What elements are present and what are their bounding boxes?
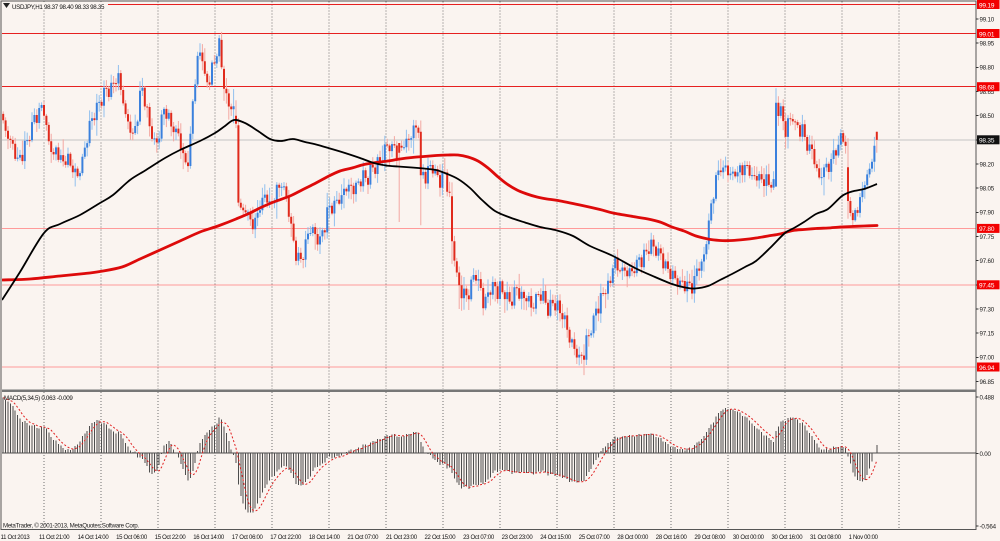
svg-text:97.75: 97.75 [980,234,995,241]
svg-text:97.00: 97.00 [980,355,995,362]
svg-text:28 Oct 16:00: 28 Oct 16:00 [656,535,688,541]
svg-text:-0.564: -0.564 [980,523,997,530]
svg-text:0.488: 0.488 [980,394,995,401]
svg-text:30 Oct 16:00: 30 Oct 16:00 [772,535,804,541]
svg-text:98.50: 98.50 [980,113,995,120]
svg-text:97.80: 97.80 [979,226,995,233]
svg-text:99.10: 99.10 [980,16,995,23]
svg-text:30 Oct 00:00: 30 Oct 00:00 [733,535,765,541]
svg-text:31 Oct 08:00: 31 Oct 08:00 [810,535,842,541]
svg-text:21 Oct 23:00: 21 Oct 23:00 [386,535,418,541]
svg-text:22 Oct 15:00: 22 Oct 15:00 [425,535,457,541]
svg-text:99.19: 99.19 [979,2,995,9]
svg-text:96.94: 96.94 [979,365,995,372]
svg-text:98.80: 98.80 [980,65,995,72]
svg-text:97.90: 97.90 [980,210,995,217]
svg-text:98.35: 98.35 [979,138,995,145]
svg-text:15 Oct 22:00: 15 Oct 22:00 [155,535,187,541]
svg-text:17 Oct 22:00: 17 Oct 22:00 [270,535,302,541]
svg-text:98.05: 98.05 [980,186,995,193]
svg-text:MACD(5,34,5) 0.063 -0.009: MACD(5,34,5) 0.063 -0.009 [4,395,73,402]
svg-text:16 Oct 14:00: 16 Oct 14:00 [193,535,225,541]
svg-text:97.30: 97.30 [980,306,995,313]
svg-text:21 Oct 07:00: 21 Oct 07:00 [347,535,379,541]
svg-text:MetaTrader, © 2001-2013, MetaQ: MetaTrader, © 2001-2013, MetaQuotes Soft… [3,523,139,530]
svg-text:98.65: 98.65 [980,89,995,96]
svg-text:98.68: 98.68 [979,85,995,92]
svg-text:24 Oct 15:00: 24 Oct 15:00 [540,535,572,541]
svg-text:25 Oct 07:00: 25 Oct 07:00 [579,535,611,541]
svg-text:14 Oct 14:00: 14 Oct 14:00 [78,535,110,541]
svg-text:USDJPY,H1 98.37 98.40 98.33 9: USDJPY,H1 98.37 98.40 98.33 98.35 [12,4,105,11]
svg-text:11 Oct 2013: 11 Oct 2013 [1,535,31,541]
svg-text:97.45: 97.45 [979,283,995,290]
svg-text:28 Oct 00:00: 28 Oct 00:00 [617,535,649,541]
svg-text:97.15: 97.15 [980,330,995,337]
svg-text:96.85: 96.85 [980,379,995,386]
svg-text:98.20: 98.20 [980,161,995,168]
svg-text:23 Oct 23:00: 23 Oct 23:00 [502,535,534,541]
svg-text:29 Oct 08:00: 29 Oct 08:00 [694,535,726,541]
svg-text:23 Oct 07:00: 23 Oct 07:00 [463,535,495,541]
svg-text:11 Oct 21:00: 11 Oct 21:00 [39,535,70,541]
svg-text:15 Oct 06:00: 15 Oct 06:00 [116,535,148,541]
svg-text:1 Nov 00:00: 1 Nov 00:00 [849,535,879,541]
svg-text:97.60: 97.60 [980,258,995,265]
svg-text:98.95: 98.95 [980,41,995,48]
svg-text:99.01: 99.01 [979,31,995,38]
svg-text:0.00: 0.00 [980,451,992,458]
svg-text:18 Oct 14:00: 18 Oct 14:00 [309,535,341,541]
svg-text:17 Oct 06:00: 17 Oct 06:00 [232,535,264,541]
